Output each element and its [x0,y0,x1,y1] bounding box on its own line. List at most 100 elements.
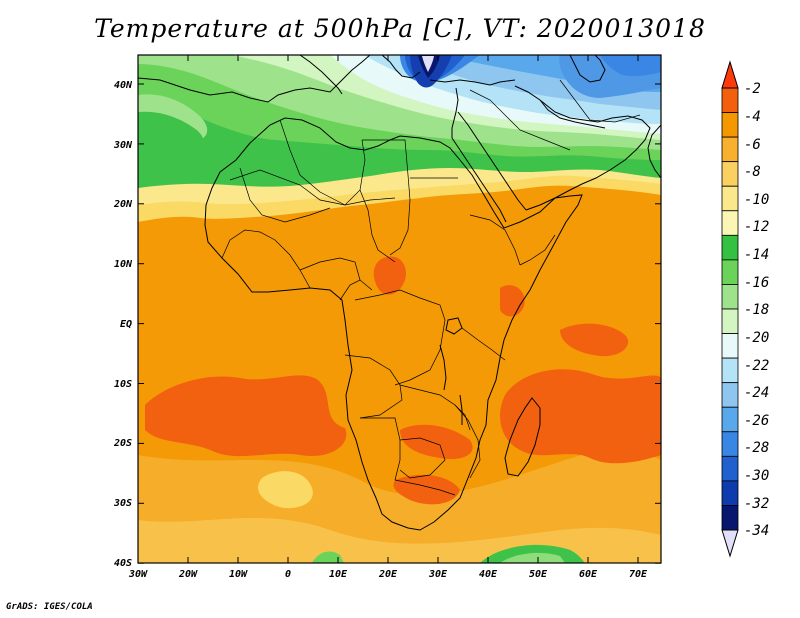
india-coastline [647,124,661,179]
border-kenya-tanzania [461,327,506,361]
border-libya-egypt [362,139,411,201]
colorbar-box [721,234,739,261]
lon-label-40e: 40E [479,569,498,580]
colorbar-label-m34: -34 [744,523,769,539]
colorbar-box [721,259,739,285]
lat-label-40s: 40S [114,558,132,569]
redsea-west [451,137,507,223]
grads-credit: GrADS: IGES/COLA [6,602,93,612]
colorbar-box [721,161,739,187]
colorbar-label-m6: -6 [744,137,761,153]
colorbar-bottom-arrow [721,529,739,558]
colorbar: -2 -4 -6 -8 -10 -12 -14 -16 -18 -20 -22 … [721,60,769,558]
colorbar-label-m2: -2 [744,81,761,97]
border-iran [559,79,641,123]
border-chad [359,189,396,263]
lon-label-20w: 20W [178,569,198,580]
field-warm-core-indian [500,369,661,464]
colorbar-box [721,87,739,113]
colorbar-box [721,210,739,236]
lon-label-10e: 10E [329,569,348,580]
madagascar-coastline [504,397,541,477]
colorbar-label-m8: -8 [744,164,761,180]
chart-title: Temperature at 500hPa [C], VT: 202001301… [94,14,706,43]
africa-coastline [204,117,583,531]
lat-labels: 40N 30N 20N 10N EQ 10S 20S 30S 40S [113,80,133,569]
colorbar-box [721,136,739,163]
field-pale-blob [257,471,313,509]
colorbar-boxes [721,87,739,531]
colorbar-box [721,284,739,310]
border-ethiopia [469,214,521,266]
field-green-west [138,111,205,158]
coastlines [138,55,661,531]
colorbar-label-m14: -14 [744,247,769,263]
border-middleeast [469,89,571,151]
colorbar-box [721,455,739,482]
field-warm-core-atlantic [145,375,347,457]
colorbar-label-m28: -28 [744,440,769,456]
lat-label-10n: 10N [114,259,133,270]
europe-coastline [138,55,371,103]
lon-label-10w: 10W [229,569,248,580]
field-warm-core-south2 [393,474,460,505]
lake-tanganyika [439,344,447,391]
lon-label-30e: 30E [428,569,448,580]
colorbar-box [721,406,739,433]
map-frame [137,54,662,564]
lon-label-20e: 20E [378,569,398,580]
field-lightgreen-south2 [500,552,565,563]
colorbar-labels: -2 -4 -6 -8 -10 -12 -14 -16 -18 -20 -22 … [744,81,769,539]
lat-ticks [138,83,661,564]
colorbar-label-m18: -18 [744,302,769,318]
italy-coastline [299,55,343,95]
colorbar-box [721,357,739,384]
colorbar-label-m12: -12 [744,219,769,235]
colorbar-label-m20: -20 [744,330,769,346]
lat-label-eq: EQ [120,319,132,330]
lon-label-0: 0 [285,569,291,580]
lon-ticks [137,55,639,563]
lon-label-60e: 60E [579,569,598,580]
levant-coastline [451,87,459,138]
lat-label-20n: 20N [113,199,133,210]
border-algeria-libya [279,119,366,206]
border-botswana [399,437,446,479]
colorbar-box [721,431,739,457]
border-drc [354,289,446,386]
lake-malawi [459,394,463,425]
field-green-south [312,551,344,563]
colorbar-box [721,185,739,212]
colorbar-label-m16: -16 [744,275,769,291]
colorbar-label-m26: -26 [744,413,769,429]
colorbar-label-m22: -22 [744,358,769,374]
field-warm-core-indian2 [560,323,629,357]
border-mali-niger [239,167,331,223]
arabia-coastline [514,85,651,211]
greece-coastline [381,55,421,79]
colorbar-box [721,308,739,334]
country-borders [221,79,641,496]
border-southafrica [394,479,456,496]
redsea-east [457,111,527,211]
turkey-coastline [429,79,516,86]
border-nigeria [299,257,361,281]
lon-labels: 30W 20W 10W 0 10E 20E 30E 40E 50E 60E 70… [128,569,648,580]
colorbar-label-m30: -30 [744,468,769,484]
caspian [569,55,606,83]
border-sahel [229,169,396,206]
field-warm-core-southafrica [400,424,473,460]
colorbar-box [721,480,739,506]
colorbar-label-m24: -24 [744,385,769,401]
lon-label-50e: 50E [529,569,548,580]
border-cameroon [339,279,373,301]
colorbar-box [721,333,739,359]
lat-label-40n: 40N [114,80,133,91]
border-sudan [389,199,411,256]
border-somalia [519,234,556,266]
lat-label-10s: 10S [114,379,132,390]
colorbar-label-m10: -10 [744,192,769,208]
border-mozambique [454,404,481,479]
colorbar-box [721,382,739,408]
